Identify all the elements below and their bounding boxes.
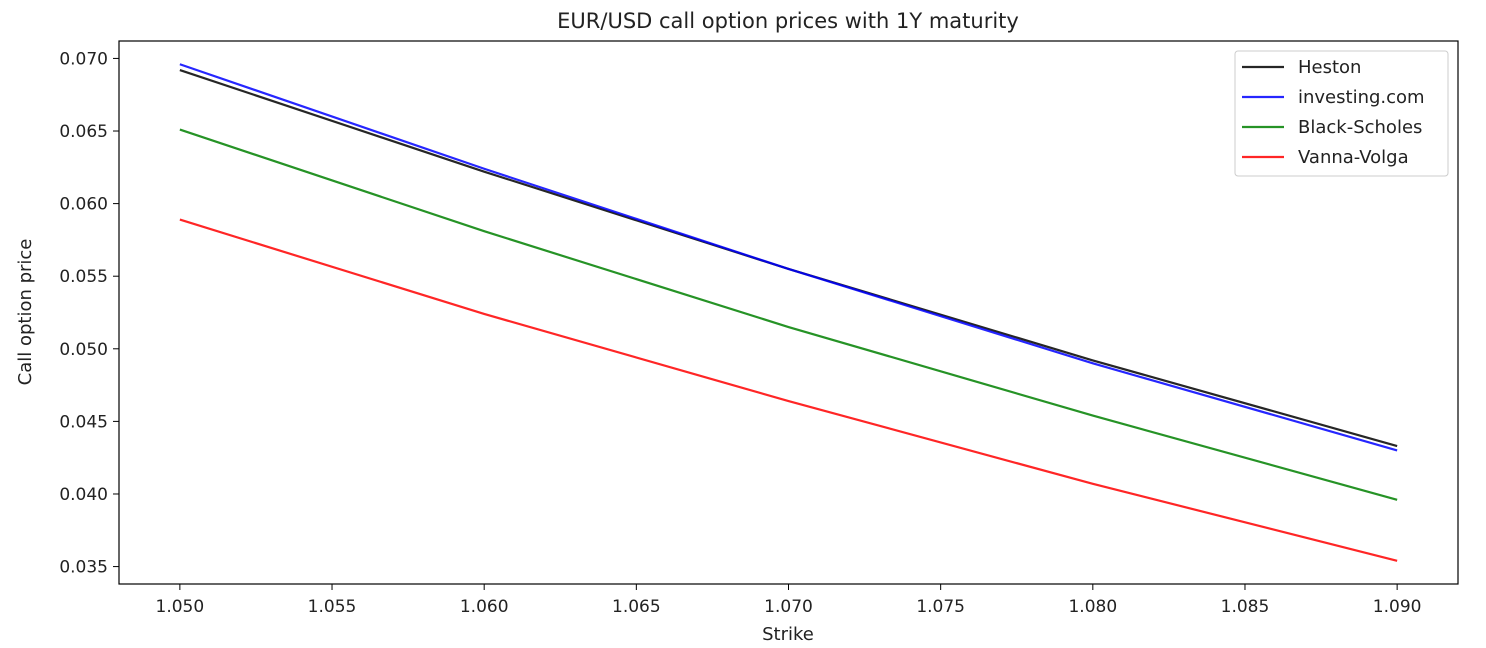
legend: Heston investing.com Black-Scholes Vanna-Vo… (1234, 50, 1449, 177)
y-tick-label: 0.045 (59, 412, 108, 432)
y-tick-label: 0.035 (59, 558, 108, 578)
y-tick-label: 0.060 (59, 195, 108, 215)
y-tick-label: 0.065 (59, 122, 108, 142)
x-axis: 1.050 1.055 1.060 1.065 1.070 1.075 1.080 1.085… (156, 584, 1422, 617)
y-tick-label: 0.040 (59, 485, 108, 505)
x-tick-label: 1.090 (1373, 597, 1422, 617)
x-tick-label: 1.080 (1068, 597, 1117, 617)
y-tick-label: 0.055 (59, 267, 108, 287)
y-axis: 0.035 0.040 0.045 0.050 0.055 0.060 0.065 0.070 (59, 49, 119, 578)
x-tick-label: 1.050 (156, 597, 205, 617)
x-tick-label: 1.055 (308, 597, 357, 617)
legend-label: investing.com (1298, 87, 1425, 108)
y-tick-label: 0.050 (59, 340, 108, 360)
x-tick-label: 1.065 (612, 597, 661, 617)
x-tick-label: 1.060 (460, 597, 509, 617)
series-layer (179, 63, 1398, 562)
x-axis-label: Strike (762, 624, 814, 645)
series-line-black-scholes (179, 128, 1398, 501)
chart-title: EUR/USD call option prices with 1Y matur… (557, 9, 1019, 33)
legend-label: Heston (1298, 57, 1361, 78)
y-tick-label: 0.070 (59, 49, 108, 69)
legend-label: Black-Scholes (1298, 117, 1422, 138)
y-axis-label: Call option price (15, 239, 36, 386)
x-tick-label: 1.075 (916, 597, 965, 617)
legend-box (1234, 50, 1449, 177)
series-line-vanna-volga (179, 218, 1398, 562)
legend-label: Vanna-Volga (1298, 147, 1409, 168)
x-tick-label: 1.085 (1221, 597, 1270, 617)
legend-items: Heston investing.com Black-Scholes Vanna-Vo… (1242, 57, 1425, 168)
series-line-investing-com (179, 63, 1398, 452)
x-tick-label: 1.070 (764, 597, 813, 617)
